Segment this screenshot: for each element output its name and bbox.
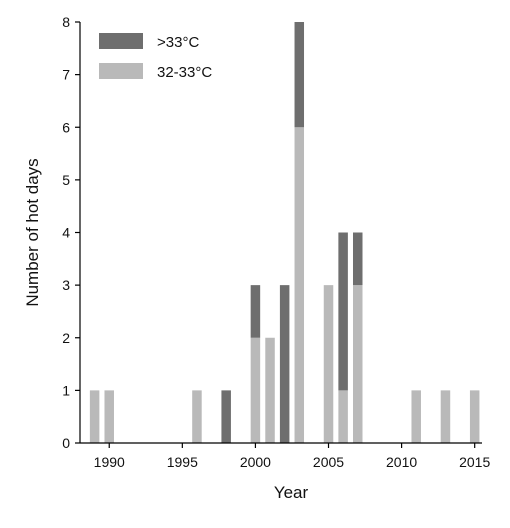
- legend-label-0: >33°C: [157, 34, 199, 51]
- bar-2001-series-0: [265, 337, 275, 443]
- bar-1989-series-0: [89, 390, 100, 443]
- bar-2013-series-0: [440, 390, 451, 443]
- ticks-layer: 0 1 2 3 4 5 6 7 8 1990 1995 2000 2005 2010 2015: [62, 14, 490, 470]
- y-tick-label-8: 8: [62, 14, 70, 30]
- y-tick-label-5: 5: [62, 172, 70, 188]
- bar-2011-series-0: [411, 390, 421, 443]
- bar-2006-series-0: [338, 390, 348, 443]
- bar-2002-series-1: [279, 285, 290, 443]
- legend-swatch-1: [99, 63, 143, 79]
- bar-1996-series-0: [192, 390, 202, 443]
- y-tick-label-1: 1: [62, 382, 70, 398]
- bars-layer: [89, 22, 480, 443]
- bar-2000-series-1: [250, 285, 261, 338]
- bar-2000-series-0: [250, 337, 261, 443]
- legend: >33°C 32-33°C: [99, 33, 212, 81]
- bar-1990-series-0: [104, 390, 114, 443]
- x-axis-title: Year: [274, 483, 309, 502]
- bar-2005-series-0: [323, 285, 334, 443]
- x-tick-label-1995: 1995: [167, 454, 198, 470]
- x-tick-label-2000: 2000: [240, 454, 271, 470]
- y-tick-label-4: 4: [62, 225, 70, 241]
- y-axis-title: Number of hot days: [23, 158, 42, 306]
- bar-2015-series-0: [469, 390, 480, 443]
- bar-2007-series-0: [352, 285, 363, 443]
- legend-swatch-0: [99, 33, 143, 49]
- y-tick-label-0: 0: [62, 435, 70, 451]
- bar-2007-series-1: [352, 232, 363, 286]
- bar-1998-series-1: [221, 390, 231, 443]
- bar-2006-series-1: [338, 232, 348, 391]
- bar-2003-series-1: [294, 22, 305, 128]
- x-tick-label-2010: 2010: [386, 454, 417, 470]
- x-tick-label-2005: 2005: [313, 454, 344, 470]
- x-tick-label-1990: 1990: [94, 454, 125, 470]
- bar-2003-series-0: [294, 127, 305, 443]
- x-tick-label-2015: 2015: [459, 454, 490, 470]
- y-tick-label-7: 7: [62, 67, 70, 83]
- y-tick-label-2: 2: [62, 330, 70, 346]
- legend-label-1: 32-33°C: [157, 64, 212, 81]
- y-tick-label-3: 3: [62, 277, 70, 293]
- y-tick-label-6: 6: [62, 119, 70, 135]
